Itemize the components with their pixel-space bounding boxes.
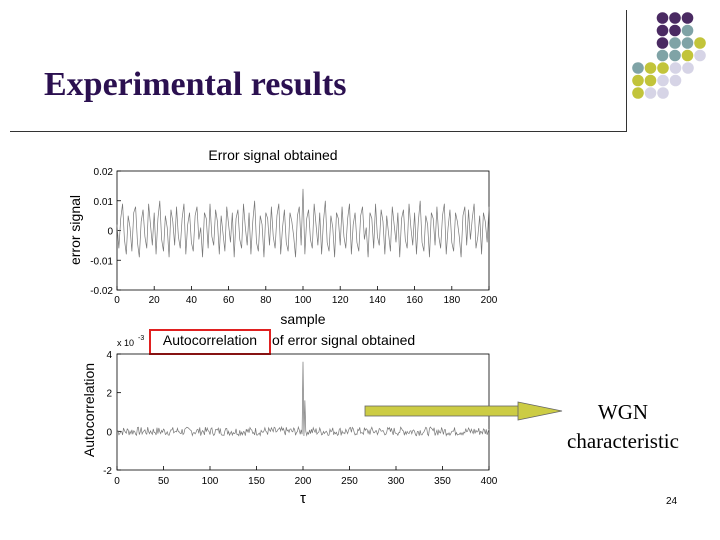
- slide-title: Experimental results: [44, 66, 347, 103]
- decorative-dot: [694, 37, 706, 49]
- y-tick-label: -0.01: [90, 256, 113, 267]
- x-tick-label: 20: [149, 295, 161, 306]
- x-tick-label: 0: [114, 476, 120, 487]
- x-tick-label: 180: [443, 295, 460, 306]
- chart2-xlabel: τ: [300, 490, 306, 507]
- decorative-dot: [669, 74, 682, 87]
- decorative-dot: [681, 49, 694, 62]
- title-underline: [10, 131, 626, 132]
- chart2-title-rest: of error signal obtained: [272, 332, 415, 348]
- wgn-label-line2: characteristic: [567, 429, 679, 453]
- y-tick-label: 2: [106, 389, 112, 400]
- x-tick-label: 80: [260, 295, 272, 306]
- x-tick-label: 140: [369, 295, 386, 306]
- y-tick-label: 0.02: [94, 167, 114, 178]
- decorative-dot: [656, 12, 669, 24]
- decorative-dot: [644, 62, 657, 74]
- arrow-to-wgn: [364, 401, 563, 421]
- x-tick-label: 100: [202, 476, 219, 487]
- chart-autocorrelation: Autocorrelation of error signal obtained…: [81, 329, 498, 507]
- y-tick-label: -2: [103, 466, 112, 477]
- chart1-xlabel: sample: [280, 311, 325, 327]
- x-tick-label: 0: [114, 295, 120, 306]
- decorative-dot: [681, 24, 694, 37]
- chart1-title: Error signal obtained: [208, 147, 337, 163]
- y-tick-label: 0: [107, 227, 113, 238]
- x-tick-label: 150: [248, 476, 265, 487]
- chart2-y-ticks: 4 2 0 -2: [103, 350, 121, 477]
- x-tick-label: 50: [158, 476, 170, 487]
- decorative-dot: [669, 12, 681, 24]
- decorative-dot: [669, 49, 681, 62]
- decorative-dot: [657, 74, 669, 87]
- decorative-dot: [632, 87, 644, 99]
- chart2-ylabel: Autocorrelation: [81, 363, 97, 457]
- chart2-title-highlighted: Autocorrelation: [163, 332, 257, 348]
- x-tick-label: 120: [332, 295, 349, 306]
- x-tick-label: 250: [341, 476, 358, 487]
- decorative-dot: [656, 37, 669, 49]
- chart2-series-line: [116, 361, 490, 437]
- decorative-dot: [632, 62, 644, 74]
- decorative-dot: [694, 49, 706, 62]
- y-tick-label: 0: [106, 427, 112, 438]
- x-tick-label: 300: [388, 476, 405, 487]
- x-tick-label: 160: [406, 295, 423, 306]
- x-tick-label: 200: [295, 476, 312, 487]
- decorative-dot: [657, 62, 669, 74]
- arrow-shaft: [364, 405, 521, 417]
- decorative-dot: [644, 87, 657, 99]
- title-vertical-rule: [626, 10, 627, 132]
- x-tick-label: 200: [481, 295, 498, 306]
- decorative-dot: [681, 12, 694, 24]
- y-tick-label: -0.02: [90, 286, 113, 297]
- decorative-dot: [669, 37, 681, 49]
- decorative-dot: [681, 37, 694, 49]
- decorative-dot: [682, 62, 694, 74]
- x-tick-label: 400: [481, 476, 498, 487]
- decorative-dot: [632, 74, 644, 87]
- x-tick-label: 350: [434, 476, 451, 487]
- decorative-dot: [656, 24, 669, 37]
- x-tick-label: 100: [295, 295, 312, 306]
- decorative-dot: [669, 24, 681, 37]
- decorative-dot: [644, 74, 657, 87]
- x-tick-label: 60: [223, 295, 235, 306]
- chart1-ylabel: error signal: [67, 195, 83, 265]
- x-tick-label: 40: [186, 295, 198, 306]
- chart2-y-scale-exponent: -3: [138, 335, 144, 342]
- chart2-x-ticks: 0 50 100 150 200 250 300 350 400: [114, 466, 498, 487]
- chart2-y-scale-label: x 10: [117, 338, 134, 348]
- wgn-characteristic-label: WGN characteristic: [548, 398, 698, 456]
- chart-error-signal: Error signal obtained 0.02 0.01 0 -0.01 -0.0…: [67, 147, 498, 327]
- decorative-dot: [656, 49, 669, 62]
- y-tick-label: 4: [106, 350, 112, 361]
- y-tick-label: 0.01: [94, 197, 114, 208]
- arrow-head: [517, 401, 563, 421]
- chart1-y-ticks: 0.02 0.01 0 -0.01 -0.02: [90, 167, 121, 297]
- wgn-label-line1: WGN: [597, 400, 649, 424]
- chart1-series-line: [116, 188, 490, 258]
- page-number: 24: [666, 496, 678, 507]
- decorative-dot: [669, 62, 682, 74]
- chart1-x-ticks: 0 20 40 60 80 100 120 140 160 180 200: [114, 286, 498, 306]
- decorative-dot: [657, 87, 669, 99]
